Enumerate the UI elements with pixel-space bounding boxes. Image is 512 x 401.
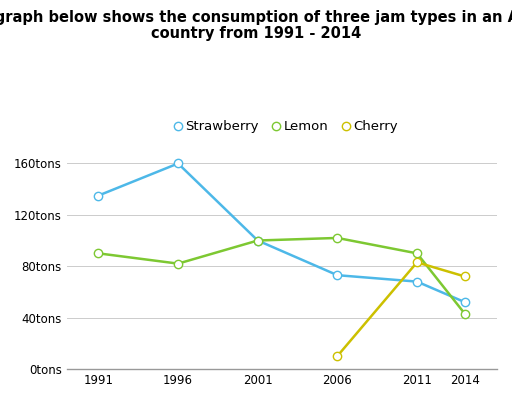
Cherry xyxy=(462,274,468,279)
Lemon xyxy=(462,311,468,316)
Text: The graph below shows the consumption of three jam types in an Asian: The graph below shows the consumption of… xyxy=(0,10,512,25)
Cherry xyxy=(414,260,420,265)
Lemon xyxy=(414,251,420,256)
Cherry xyxy=(334,354,340,358)
Strawberry xyxy=(462,300,468,304)
Strawberry xyxy=(254,238,261,243)
Line: Strawberry: Strawberry xyxy=(94,159,469,306)
Lemon xyxy=(254,238,261,243)
Strawberry xyxy=(414,279,420,284)
Lemon xyxy=(175,261,181,266)
Legend: Strawberry, Lemon, Cherry: Strawberry, Lemon, Cherry xyxy=(170,115,403,138)
Text: country from 1991 - 2014: country from 1991 - 2014 xyxy=(151,26,361,41)
Lemon xyxy=(334,235,340,240)
Line: Cherry: Cherry xyxy=(333,258,469,360)
Strawberry xyxy=(334,273,340,277)
Strawberry xyxy=(95,193,101,198)
Line: Lemon: Lemon xyxy=(94,234,469,318)
Lemon xyxy=(95,251,101,256)
Strawberry xyxy=(175,161,181,166)
